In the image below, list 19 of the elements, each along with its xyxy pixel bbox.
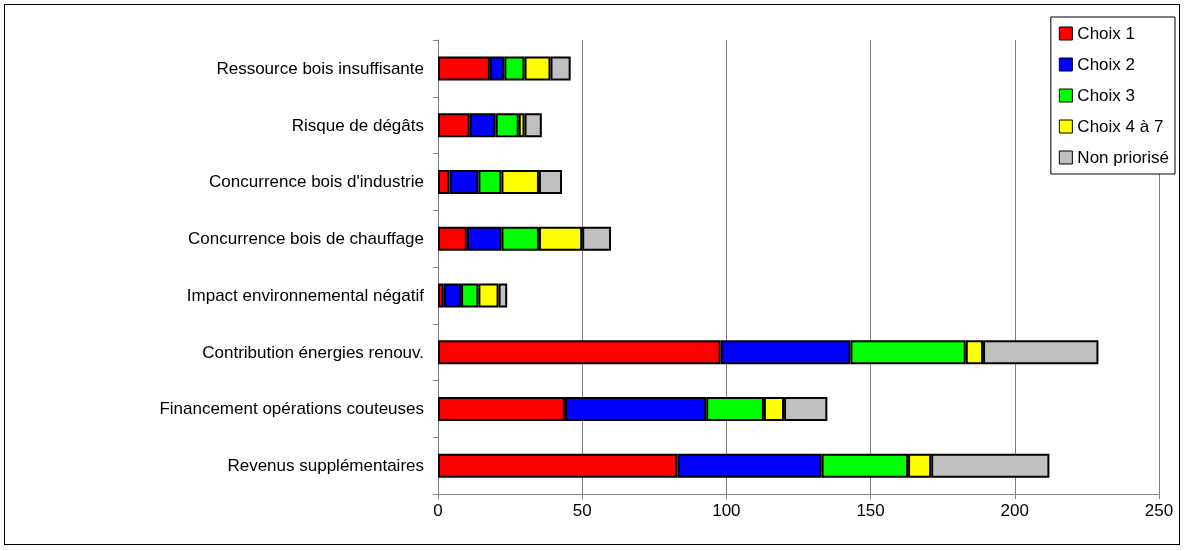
legend-label: Choix 1 [1077,24,1135,43]
x-tick-label: 250 [1144,501,1174,520]
x-tick-label: 50 [572,501,592,520]
x-tick-label: 100 [712,501,741,520]
legend-label: Choix 3 [1077,86,1135,105]
y-tick-label: Revenus supplémentaires [227,456,424,476]
y-tick-label: Contribution énergies renouv. [202,342,424,362]
y-tick-label: Concurrence bois d'industrie [209,172,424,192]
y-tick-label: Financement opérations couteuses [159,399,424,419]
x-tick-label: 200 [1000,501,1029,520]
y-tick-label: Impact environnemental négatif [186,285,425,305]
legend-label: Choix 4 à 7 [1077,117,1164,136]
legend-label: Non priorisé [1077,148,1170,167]
y-tick-label: Risque de dégâts [291,115,424,135]
y-tick-label: Concurrence bois de chauffage [188,229,424,249]
y-tick-label: Ressource bois insuffisante [216,58,424,78]
x-tick-label: 150 [856,501,885,520]
x-tick-label: 0 [433,501,443,520]
legend-label: Choix 2 [1077,55,1135,74]
